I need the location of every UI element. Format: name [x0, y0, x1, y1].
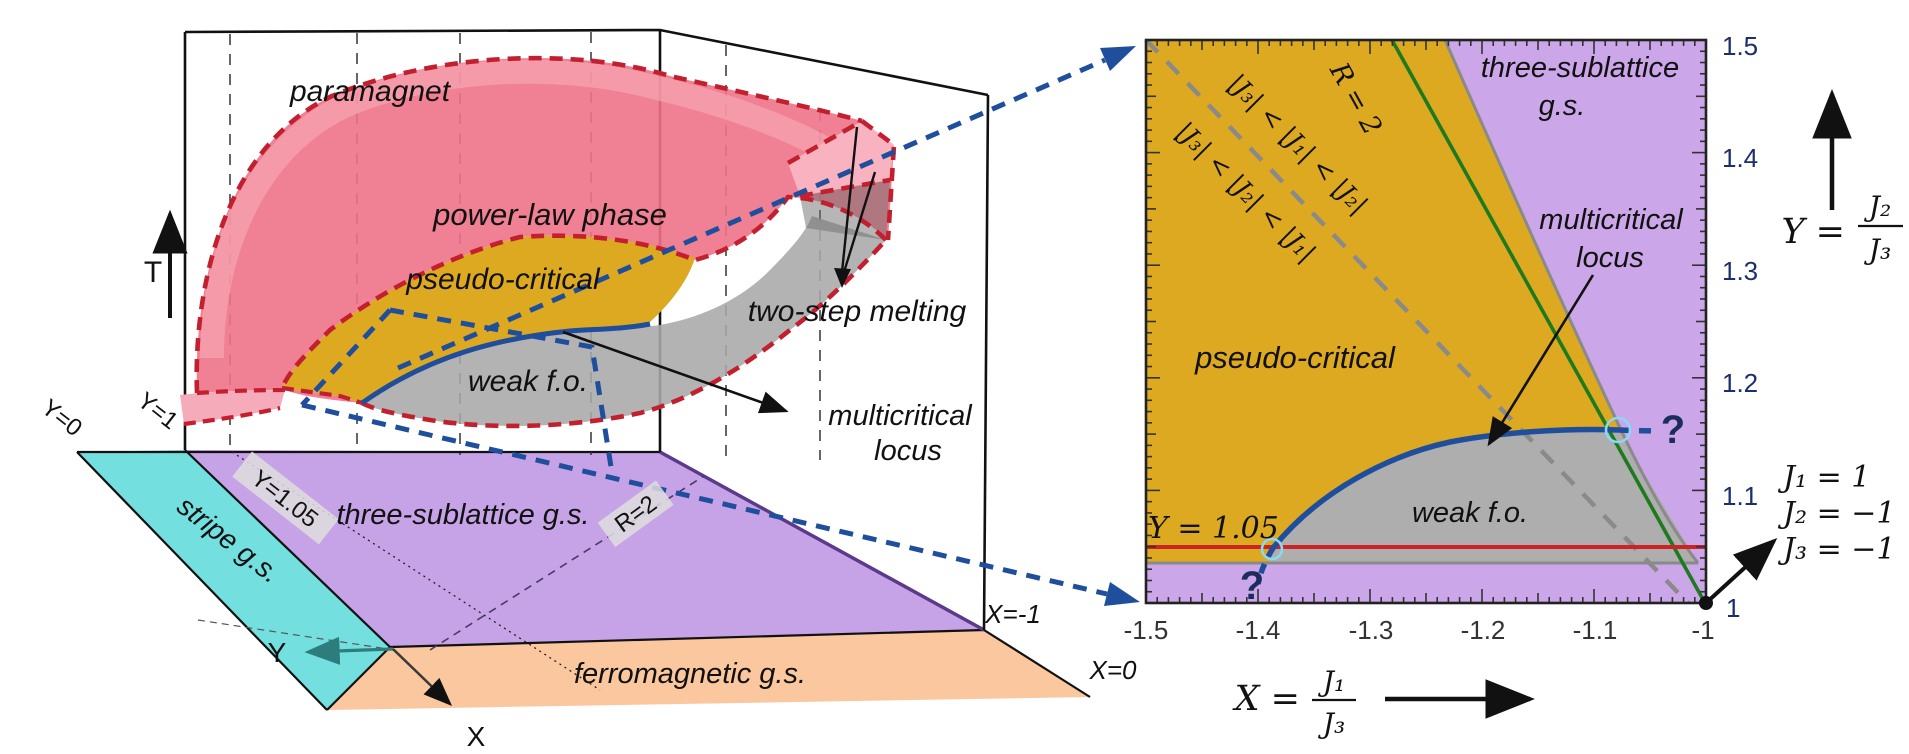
three-sublattice-floor-label: three-sublattice g.s.	[336, 499, 589, 531]
y105-label-2d: Y = 1.05	[1148, 511, 1279, 546]
ferromagnet-region	[327, 630, 1090, 710]
weak-fo-label-2d: weak f.o.	[1412, 497, 1528, 529]
endpoint-circle-bottom	[1260, 537, 1284, 561]
y-tick: 1.4	[1722, 143, 1758, 173]
y-axis-title: Y = J₂ J₃	[1781, 89, 1903, 266]
y-axis-title-denominator: J₃	[1864, 233, 1891, 266]
y-tick-labels: 1.5 1.4 1.3 1.2 1.1 1	[1722, 31, 1758, 623]
x-axis-arrow	[392, 648, 453, 706]
y1-label: Y=1	[132, 387, 183, 435]
power-law-sheen	[200, 59, 852, 359]
x-tick: -1	[1691, 615, 1714, 645]
y-tick: 1.5	[1722, 31, 1758, 61]
floor-aux-dashed-line	[197, 619, 389, 650]
y-tick: 1.1	[1722, 481, 1758, 511]
red-dashed-inner-edge	[279, 194, 888, 389]
multicritical-label-2d-line2: locus	[1576, 242, 1644, 274]
red-dashed-fold-edges	[786, 118, 897, 241]
x-tick: -1.5	[1124, 615, 1169, 645]
y105-label-bg	[232, 451, 339, 545]
weak-fo-surface	[362, 216, 886, 426]
y-tick: 1.3	[1722, 256, 1758, 286]
y-axis-title-numerator: J₂	[1864, 190, 1891, 223]
x-minus1-label: X=-1	[984, 599, 1041, 629]
r2-floor-label-bg	[597, 480, 674, 548]
y-axis-title-prefix: Y =	[1781, 212, 1845, 252]
zoom-arrow-upper-head	[1100, 46, 1136, 71]
x-tick: -1.2	[1461, 615, 1506, 645]
x-axis-title: X = J₁ J₃	[1232, 665, 1535, 740]
x-tick: -1.4	[1236, 615, 1281, 645]
pseudo-critical-label-3d: pseudo-critical	[405, 263, 601, 296]
zoom-box-dashed	[300, 307, 615, 474]
left-3d-panel: T Y X paramagnet power-law phase pseudo-…	[36, 28, 1140, 752]
x-axis-title-denominator: J₃	[1318, 707, 1345, 740]
x-axis-title-prefix: X =	[1232, 679, 1300, 719]
paramagnet-label: paramagnet	[289, 75, 452, 108]
j-equal-dashed-diagonal	[1144, 38, 1690, 605]
y1-label-group: Y=1	[132, 387, 183, 435]
multicritical-curve-2d	[1270, 426, 1619, 550]
three-sublattice-label-2d-line1: three-sublattice	[1481, 52, 1679, 84]
weak-fo-region-2d	[1269, 429, 1698, 563]
corner-arrow	[1704, 538, 1778, 605]
question-mark-bottom: ?	[1240, 564, 1264, 608]
two-step-arrow-head	[834, 268, 851, 288]
y0-label-group: Y=0	[36, 394, 87, 442]
red-dashed-gray-bottom-edge	[360, 238, 888, 429]
two-step-melting-label: two-step melting	[748, 295, 967, 328]
multicritical-label-3d-line2: locus	[874, 435, 942, 467]
three-sublattice-label-2d-line2: g.s.	[1539, 90, 1586, 122]
multicritical-label-2d-line1: multicritical	[1539, 204, 1684, 236]
x-tick-labels: -1.5 -1.4 -1.3 -1.2 -1.1 -1	[1124, 615, 1715, 645]
power-law-surface	[196, 58, 895, 403]
power-law-label: power-law phase	[432, 197, 667, 232]
x-tick: -1.3	[1349, 615, 1394, 645]
param-j3: J₃ = −1	[1777, 532, 1896, 567]
r2-line-2d	[1390, 39, 1707, 604]
floor-edges	[76, 449, 1091, 711]
plot-border	[1144, 38, 1708, 605]
y-axis-label: Y	[268, 637, 287, 668]
multicritical-arrow-2d	[1487, 274, 1595, 447]
three-sublattice-boundary-line	[1443, 39, 1700, 564]
x-axis-title-numerator: J₁	[1318, 665, 1345, 698]
multicritical-label-3d-line1: multicritical	[828, 400, 973, 432]
y-tick: 1	[1726, 593, 1740, 623]
y-axis-arrow	[304, 636, 394, 665]
zoom-arrow-lower-head	[1104, 582, 1140, 606]
two-step-fold-top	[788, 121, 894, 196]
coupling-params: J₁ = 1 J₂ = −1 J₃ = −1	[1777, 460, 1896, 567]
x-axis-label: X	[467, 721, 486, 752]
y0-label: Y=0	[36, 394, 87, 442]
question-mark-right: ?	[1661, 408, 1685, 452]
floor-diagonal-edge	[659, 450, 985, 632]
red-dashed-lower-left-edges	[183, 385, 363, 427]
y-tick: 1.2	[1722, 368, 1758, 398]
x-tick: -1.1	[1573, 615, 1618, 645]
right-2d-panel: |J₃| < |J₁| < |J₂| |J₃| < |J₂| < |J₁| R …	[1124, 31, 1903, 740]
x-0-label: X=0	[1089, 655, 1138, 685]
pseudo-critical-surface	[282, 235, 695, 403]
multicritical-curve-dashed-right	[1617, 427, 1655, 434]
ferromagnet-label: ferromagnetic g.s.	[574, 658, 806, 690]
multicritical-arrow-3d	[562, 330, 789, 414]
three-sublattice-floor-region	[185, 450, 984, 647]
zoom-arrow-lower	[301, 402, 1108, 597]
param-j2: J₂ = −1	[1777, 496, 1896, 531]
t-axis-label: T	[144, 256, 162, 289]
pseudo-critical-label-2d: pseudo-critical	[1194, 340, 1396, 375]
param-j1: J₁ = 1	[1777, 460, 1870, 495]
weak-fo-label-3d: weak f.o.	[468, 365, 588, 398]
endpoint-circle-right	[1604, 416, 1632, 444]
red-dashed-outer-edge	[194, 55, 863, 394]
two-step-arrow-lines	[840, 126, 877, 273]
three-sublattice-region-2d	[1146, 40, 1706, 603]
power-law-left-fold	[180, 390, 285, 424]
zoom-arrow-upper	[397, 57, 1106, 371]
multicritical-curve-dashed-bottom	[1255, 546, 1276, 585]
